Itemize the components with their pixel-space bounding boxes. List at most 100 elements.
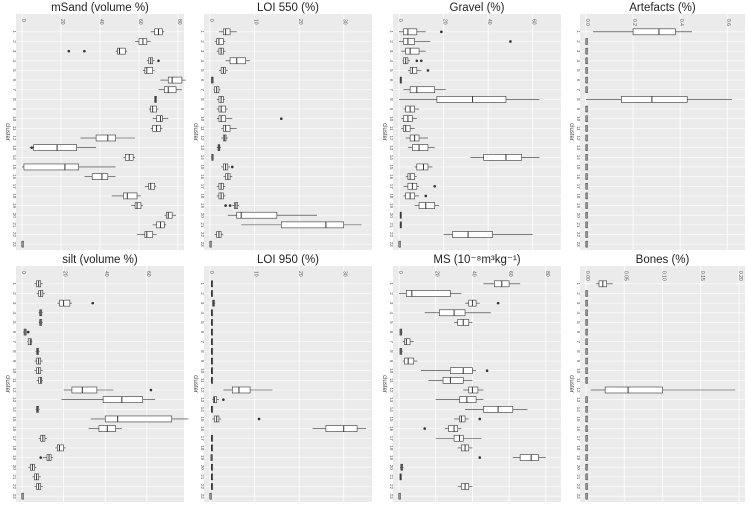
cluster-tick-label: 21 xyxy=(200,474,205,480)
cluster-tick-label: 5 xyxy=(200,321,205,324)
box-cluster-12 xyxy=(405,134,428,142)
cluster-tick-label: 22 xyxy=(576,484,581,490)
cluster-tick-label: 1 xyxy=(389,283,394,286)
cluster-tick-label: 17 xyxy=(576,436,581,442)
box-cluster-7 xyxy=(403,86,446,94)
box-cluster-5 xyxy=(218,67,228,74)
box-cluster-20 xyxy=(399,463,404,471)
box-cluster-22 xyxy=(34,483,43,490)
box-iqr xyxy=(27,338,32,346)
box-cluster-20 xyxy=(227,211,317,219)
cluster-tick-label: 21 xyxy=(576,474,581,480)
outlier-point xyxy=(228,204,232,207)
box-cluster-23 xyxy=(398,492,401,500)
outlier-point xyxy=(67,49,71,53)
box-cluster-19 xyxy=(131,202,143,209)
box-iqr xyxy=(144,67,153,74)
x-tick-label: 0.6 xyxy=(725,19,731,26)
cluster-tick-label: 17 xyxy=(12,184,17,190)
x-tick-label: 0.15 xyxy=(699,271,705,281)
box-cluster-21 xyxy=(152,221,167,229)
cluster-tick-label: 19 xyxy=(12,203,17,209)
cluster-tick-label: 6 xyxy=(12,79,17,82)
box-cluster-19 xyxy=(210,454,213,461)
box-cluster-23 xyxy=(585,492,588,500)
box-cluster-5 xyxy=(210,319,214,326)
x-tick-label: 10 xyxy=(253,19,259,25)
box-cluster-19 xyxy=(39,454,54,461)
cluster-tick-label: 19 xyxy=(200,203,205,209)
box-cluster-14 xyxy=(585,154,588,161)
box-cluster-11 xyxy=(401,125,415,132)
box-iqr xyxy=(621,96,688,103)
box-cluster-22 xyxy=(137,231,157,238)
box-iqr xyxy=(406,290,451,297)
outlier-point xyxy=(478,456,482,459)
box-iqr xyxy=(519,454,539,461)
x-tick-label: 40 xyxy=(103,271,109,277)
box-iqr xyxy=(102,396,143,403)
cluster-tick-label: 12 xyxy=(12,387,17,393)
box-cluster-5 xyxy=(454,319,473,326)
x-tick-label: 20 xyxy=(297,19,303,25)
cluster-tick-label: 2 xyxy=(389,292,394,295)
cluster-tick-label: 6 xyxy=(576,79,581,82)
box-cluster-19 xyxy=(585,202,588,209)
x-tick-label: 60 xyxy=(531,19,537,25)
box-cluster-13 xyxy=(216,144,222,151)
cluster-tick-label: 4 xyxy=(200,312,205,315)
cluster-tick-label: 23 xyxy=(200,494,205,500)
panel-title: silt (volume %) xyxy=(62,254,138,266)
box-cluster-9 xyxy=(585,357,588,365)
cluster-tick-label: 4 xyxy=(12,60,17,63)
box-cluster-2 xyxy=(399,38,512,45)
cluster-tick-label: 13 xyxy=(576,145,581,151)
box-cluster-9 xyxy=(34,357,43,365)
box-cluster-4 xyxy=(585,57,588,65)
x-tick-label: 20 xyxy=(297,271,303,277)
outlier-point xyxy=(426,69,430,72)
box-cluster-14 xyxy=(211,154,214,161)
x-tick-label: 80 xyxy=(544,271,550,277)
x-tick-label: 0 xyxy=(208,19,214,22)
cluster-tick-label: 2 xyxy=(200,40,205,43)
box-cluster-15 xyxy=(585,415,588,423)
box-cluster-12 xyxy=(585,134,588,142)
box-cluster-2 xyxy=(210,290,214,297)
box-cluster-14 xyxy=(470,154,540,161)
box-iqr xyxy=(38,377,43,384)
cluster-tick-label: 16 xyxy=(389,426,394,432)
x-tick-label: 40 xyxy=(470,271,476,277)
cluster-tick-label: 7 xyxy=(389,88,394,91)
box-cluster-17 xyxy=(435,434,482,442)
box-iqr xyxy=(439,309,466,317)
box-cluster-2 xyxy=(399,290,462,297)
cluster-tick-label: 4 xyxy=(576,60,581,63)
cluster-tick-label: 20 xyxy=(12,213,17,219)
box-cluster-12 xyxy=(223,386,273,394)
box-iqr xyxy=(218,115,226,122)
box-cluster-15 xyxy=(585,163,588,171)
cluster-tick-label: 18 xyxy=(389,193,394,199)
box-iqr xyxy=(418,202,435,209)
box-cluster-3 xyxy=(216,47,226,55)
box-cluster-4 xyxy=(424,309,491,317)
cluster-tick-label: 20 xyxy=(389,465,394,471)
cluster-tick-label: 7 xyxy=(576,88,581,91)
cluster-tick-label: 12 xyxy=(389,387,394,393)
box-cluster-17 xyxy=(38,434,47,442)
cluster-tick-label: 10 xyxy=(389,368,394,374)
box-iqr xyxy=(123,192,138,200)
x-tick-label: 0 xyxy=(20,19,26,22)
box-cluster-18 xyxy=(403,192,428,200)
box-cluster-21 xyxy=(241,221,362,229)
cluster-tick-label: 6 xyxy=(12,331,17,334)
cluster-tick-label: 10 xyxy=(200,368,205,374)
box-iqr xyxy=(404,338,411,346)
box-cluster-13 xyxy=(407,144,435,151)
box-iqr xyxy=(91,173,109,180)
box-cluster-22 xyxy=(214,231,224,238)
cluster-tick-label: 2 xyxy=(12,40,17,43)
box-cluster-17 xyxy=(585,434,588,442)
box-cluster-21 xyxy=(210,473,214,481)
